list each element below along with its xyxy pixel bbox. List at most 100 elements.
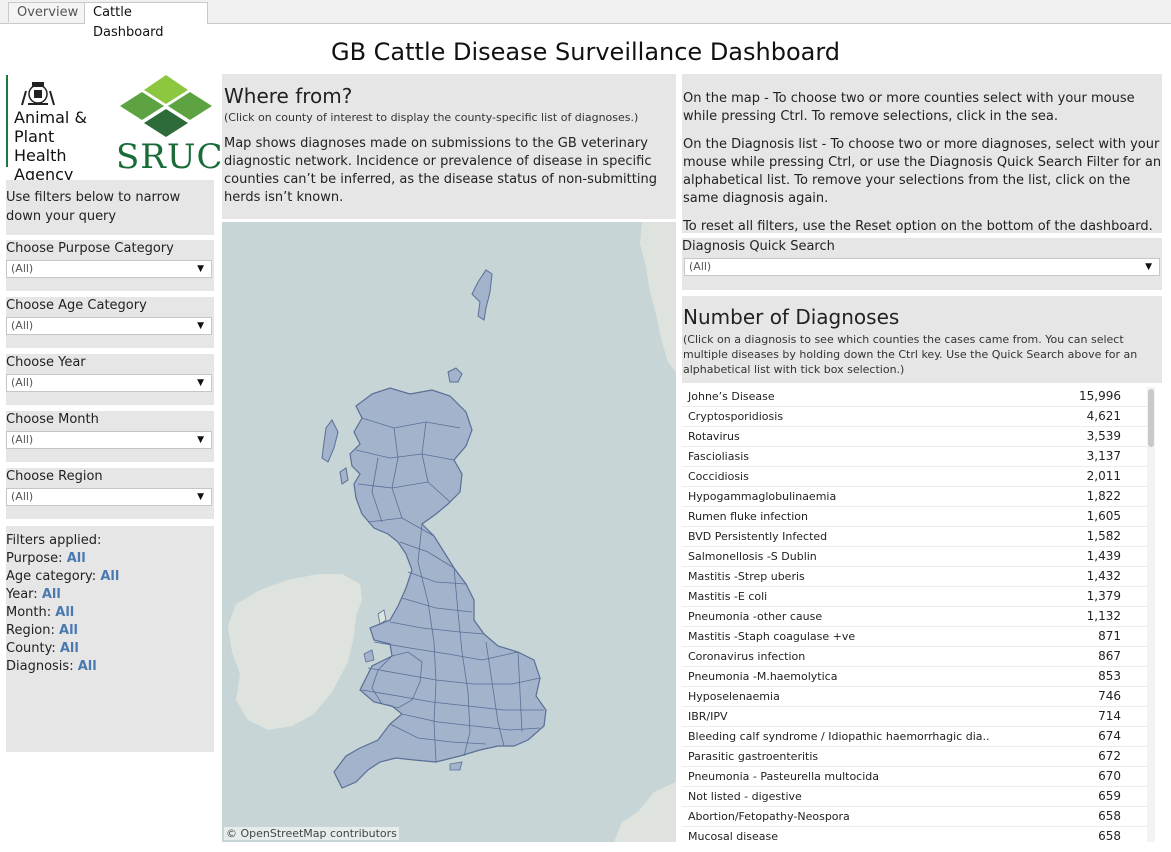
orkney-islands[interactable] (447, 367, 463, 383)
chevron-down-icon: ▼ (197, 321, 204, 331)
diagnosis-row[interactable]: Mucosal disease 658 (682, 827, 1147, 842)
county-boundaries (355, 417, 544, 763)
diagnosis-row[interactable]: Rotavirus 3,539 (682, 427, 1147, 447)
diagnosis-row[interactable]: Hyposelenaemia 746 (682, 687, 1147, 707)
diagnosis-count: 1,432 (1086, 569, 1121, 583)
diagnosis-row[interactable]: Bleeding calf syndrome / Idiopathic haem… (682, 727, 1147, 747)
diagnosis-row[interactable]: Pneumonia -other cause 1,132 (682, 607, 1147, 627)
diagnosis-count: 746 (1098, 689, 1121, 703)
diagnoses-header-panel: Number of Diagnoses (Click on a diagnosi… (682, 296, 1162, 383)
month-select[interactable]: (All) ▼ (6, 431, 212, 449)
diagnosis-name: Rumen fluke infection (688, 510, 809, 523)
anglesey[interactable] (363, 649, 375, 663)
diagnosis-count: 3,539 (1086, 429, 1121, 443)
diagnosis-row[interactable]: Coronavirus infection 867 (682, 647, 1147, 667)
diagnosis-row[interactable]: Salmonellosis -S Dublin 1,439 (682, 547, 1147, 567)
diagnosis-count: 659 (1098, 789, 1121, 803)
purpose-select[interactable]: (All) ▼ (6, 260, 212, 278)
diagnosis-count: 871 (1098, 629, 1121, 643)
map-attribution: © OpenStreetMap contributors (224, 827, 399, 840)
apha-logo: Animal & Plant Health Agency (6, 75, 108, 184)
diagnosis-row[interactable]: Coccidiosis 2,011 (682, 467, 1147, 487)
diagnosis-name: Cryptosporidiosis (688, 410, 784, 423)
year-select[interactable]: (All) ▼ (6, 374, 212, 392)
diagnoses-scrollbar[interactable] (1147, 387, 1155, 842)
diagnosis-quick-search[interactable]: (All) ▼ (684, 258, 1160, 276)
diagnosis-count: 4,621 (1086, 409, 1121, 423)
diagnosis-name: Salmonellosis -S Dublin (688, 550, 817, 563)
applied-age: Age category: All (6, 569, 120, 584)
filter-purpose-label: Choose Purpose Category (6, 241, 174, 256)
norway-landmass (640, 222, 676, 372)
diagnosis-count: 714 (1098, 709, 1121, 723)
diagnosis-count: 1,605 (1086, 509, 1121, 523)
year-select-value: (All) (11, 376, 34, 389)
diagnoses-list[interactable]: Johne’s Disease 15,996 Cryptosporidiosis 4,… (682, 387, 1147, 842)
diagnosis-name: Pneumonia - Pasteurella multocida (688, 770, 880, 783)
isle-of-man (377, 609, 387, 625)
diagnosis-row[interactable]: IBR/IPV 714 (682, 707, 1147, 727)
county-map[interactable]: © OpenStreetMap contributors (222, 222, 676, 842)
filter-region: Choose Region (All) ▼ (6, 468, 214, 519)
chevron-down-icon: ▼ (197, 378, 204, 388)
diagnosis-name: Pneumonia -other cause (688, 610, 823, 623)
diagnosis-row[interactable]: Hypogammaglobulinaemia 1,822 (682, 487, 1147, 507)
diagnosis-name: Mastitis -Strep uberis (688, 570, 805, 583)
applied-county: County: All (6, 641, 79, 656)
great-britain-counties[interactable] (333, 387, 547, 789)
diagnosis-row[interactable]: Parasitic gastroenteritis 672 (682, 747, 1147, 767)
diagnosis-row[interactable]: BVD Persistently Infected 1,582 (682, 527, 1147, 547)
map-canvas (228, 222, 676, 842)
region-select[interactable]: (All) ▼ (6, 488, 212, 506)
diagnosis-name: Rotavirus (688, 430, 740, 443)
applied-diagnosis: Diagnosis: All (6, 659, 97, 674)
wales-boundary (371, 651, 423, 709)
isle-of-wight[interactable] (449, 761, 463, 771)
where-from-panel: Where from? (Click on county of interest… (222, 74, 676, 219)
region-select-value: (All) (11, 490, 34, 503)
diagnosis-name: Hypogammaglobulinaemia (688, 490, 837, 503)
age-select[interactable]: (All) ▼ (6, 317, 212, 335)
shetland-islands[interactable] (471, 269, 493, 321)
europe-landmass (614, 782, 676, 842)
diagnosis-name: Johne’s Disease (688, 390, 775, 403)
apha-line-2: Plant Health (14, 127, 67, 165)
diagnosis-row[interactable]: Fascioliasis 3,137 (682, 447, 1147, 467)
diagnosis-name: Coronavirus infection (688, 650, 806, 663)
diagnosis-name: Bleeding calf syndrome / Idiopathic haem… (688, 730, 990, 743)
diagnosis-count: 658 (1098, 809, 1121, 823)
royal-crest-icon (21, 82, 55, 106)
tab-overview[interactable]: Overview (8, 2, 85, 22)
diagnosis-count: 674 (1098, 729, 1121, 743)
filter-year: Choose Year (All) ▼ (6, 354, 214, 405)
chevron-down-icon: ▼ (197, 435, 204, 445)
diagnosis-row[interactable]: Mastitis -E coli 1,379 (682, 587, 1147, 607)
diagnosis-count: 1,582 (1086, 529, 1121, 543)
applied-month: Month: All (6, 605, 75, 620)
quick-search-label: Diagnosis Quick Search (682, 239, 835, 254)
filter-hint: Use filters below to narrow down your qu… (6, 190, 181, 224)
diagnosis-row[interactable]: Not listed - digestive 659 (682, 787, 1147, 807)
diagnosis-row[interactable]: Abortion/Fetopathy-Neospora 658 (682, 807, 1147, 827)
scrollbar-thumb[interactable] (1148, 389, 1154, 447)
filter-region-label: Choose Region (6, 469, 103, 484)
quick-search-value: (All) (689, 260, 712, 273)
diagnosis-row[interactable]: Rumen fluke infection 1,605 (682, 507, 1147, 527)
diagnosis-count: 1,439 (1086, 549, 1121, 563)
diagnosis-row[interactable]: Mastitis -Staph coagulase +ve 871 (682, 627, 1147, 647)
diagnosis-count: 15,996 (1079, 389, 1121, 403)
diagnosis-row[interactable]: Mastitis -Strep uberis 1,432 (682, 567, 1147, 587)
diagnosis-row[interactable]: Johne’s Disease 15,996 (682, 387, 1147, 407)
diagnosis-row[interactable]: Pneumonia -M.haemolytica 853 (682, 667, 1147, 687)
filters-applied-panel: Filters applied: Purpose: All Age catego… (6, 526, 214, 752)
where-from-description: Map shows diagnoses made on submissions … (224, 136, 657, 205)
diagnosis-row[interactable]: Cryptosporidiosis 4,621 (682, 407, 1147, 427)
where-from-title: Where from? (224, 84, 353, 108)
diagnosis-row[interactable]: Pneumonia - Pasteurella multocida 670 (682, 767, 1147, 787)
tab-cattle-dashboard[interactable]: Cattle Dashboard (84, 2, 208, 40)
chevron-down-icon: ▼ (197, 264, 204, 274)
chevron-down-icon: ▼ (197, 492, 204, 502)
western-isles[interactable] (321, 419, 339, 463)
diagnosis-count: 672 (1098, 749, 1121, 763)
inner-hebrides[interactable] (339, 467, 349, 485)
